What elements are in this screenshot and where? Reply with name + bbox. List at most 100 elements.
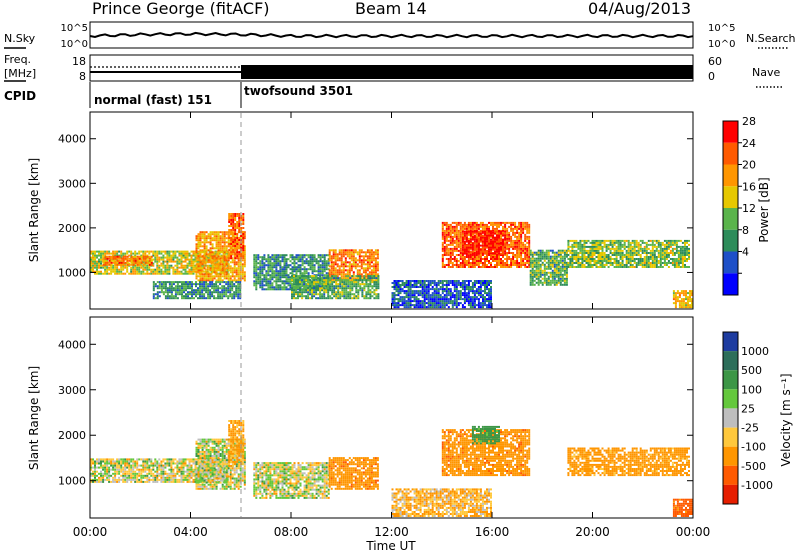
echo-cell	[284, 274, 286, 276]
echo-cell	[315, 277, 317, 279]
echo-cell	[560, 272, 562, 274]
echo-cell	[307, 287, 309, 289]
echo-cell	[361, 261, 363, 263]
echo-cell	[610, 258, 612, 260]
echo-cell	[255, 272, 257, 274]
echo-cell	[628, 260, 630, 262]
echo-cell	[569, 258, 571, 260]
echo-cell	[189, 255, 191, 257]
echo-cell	[144, 253, 146, 255]
echo-cell	[518, 224, 520, 226]
echo-cell	[219, 295, 221, 297]
echo-cell	[606, 262, 608, 264]
echo-cell	[218, 231, 220, 233]
echo-cell	[204, 235, 206, 237]
echo-cell	[162, 255, 164, 257]
echo-cell	[367, 257, 369, 259]
echo-cell	[642, 258, 644, 260]
echo-cell	[573, 256, 575, 258]
echo-cell	[492, 260, 494, 262]
echo-cell	[575, 260, 577, 262]
echo-cell	[210, 273, 212, 275]
echo-cell	[476, 245, 478, 247]
echo-cell	[442, 260, 444, 262]
echo-cell	[363, 257, 365, 259]
echo-cell	[357, 259, 359, 261]
echo-cell	[648, 260, 650, 262]
echo-cell	[218, 253, 220, 255]
echo-cell	[546, 274, 548, 276]
echo-cell	[367, 255, 369, 257]
echo-cell	[502, 251, 504, 253]
echo-cell	[442, 264, 444, 266]
echo-cell	[253, 258, 255, 260]
echo-cell	[466, 224, 468, 226]
echo-cell	[236, 215, 238, 217]
echo-cell	[92, 259, 94, 261]
echo-cell	[157, 293, 159, 295]
echo-cell	[198, 263, 200, 265]
echo-cell	[277, 260, 279, 262]
echo-cell	[534, 284, 536, 286]
echo-cell	[267, 260, 269, 262]
echo-cell	[550, 284, 552, 286]
echo-cell	[313, 281, 315, 283]
echo-cell	[238, 277, 240, 279]
echo-cell	[498, 260, 500, 262]
echo-cell	[232, 267, 234, 269]
echo-cell	[200, 261, 202, 263]
echo-cell	[314, 260, 316, 262]
echo-cell	[484, 231, 486, 233]
echo-cell	[630, 260, 632, 262]
echo-cell	[162, 271, 164, 273]
echo-cell	[220, 235, 222, 237]
echo-cell	[100, 271, 102, 273]
echo-cell	[236, 263, 238, 265]
echo-cell	[596, 252, 598, 254]
echo-cell	[193, 273, 195, 275]
echo-cell	[301, 283, 303, 285]
echo-cell	[508, 256, 510, 258]
echo-cell	[230, 275, 232, 277]
echo-cell	[660, 256, 662, 258]
echo-cell	[452, 240, 454, 242]
echo-cell	[141, 262, 143, 264]
echo-cell	[363, 269, 365, 271]
echo-cell	[204, 245, 206, 247]
echo-cell	[476, 231, 478, 233]
echo-cell	[343, 253, 345, 255]
echo-cell	[530, 280, 532, 282]
echo-cell	[331, 263, 333, 265]
echo-cell	[265, 270, 267, 272]
echo-cell	[191, 281, 193, 283]
echo-cell	[468, 253, 470, 255]
echo-cell	[178, 251, 180, 253]
echo-cell	[185, 255, 187, 257]
echo-cell	[200, 251, 202, 253]
echo-cell	[654, 252, 656, 254]
echo-cell	[530, 274, 532, 276]
echo-cell	[361, 259, 363, 261]
echo-cell	[522, 230, 524, 232]
echo-cell	[335, 249, 337, 251]
echo-cell	[642, 252, 644, 254]
echo-cell	[207, 295, 209, 297]
echo-cell	[181, 289, 183, 291]
echo-cell	[158, 251, 160, 253]
echo-cell	[508, 238, 510, 240]
echo-cell	[114, 273, 116, 275]
echo-cell	[199, 295, 201, 297]
echo-cell	[472, 253, 474, 255]
echo-cell	[327, 275, 329, 277]
echo-cell	[628, 266, 630, 268]
echo-cell	[205, 291, 207, 293]
echo-cell	[191, 273, 193, 275]
echo-cell	[339, 295, 341, 297]
echo-cell	[223, 287, 225, 289]
echo-cell	[470, 254, 472, 256]
echo-cell	[516, 226, 518, 228]
echo-cell	[522, 228, 524, 230]
echo-cell	[377, 287, 379, 289]
echo-cell	[556, 268, 558, 270]
echo-cell	[512, 252, 514, 254]
